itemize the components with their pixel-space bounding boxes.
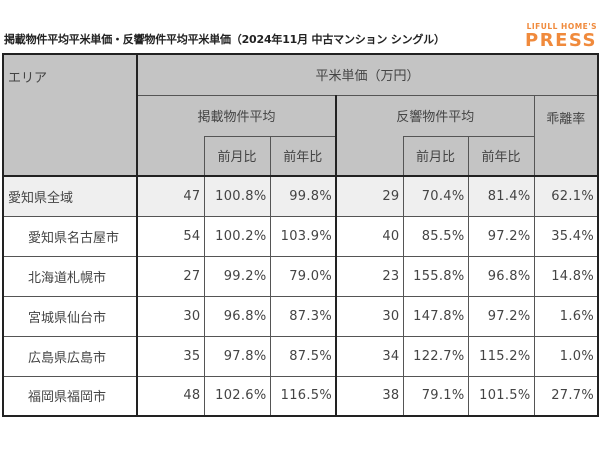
area-name: 広島県広島市: [2, 335, 138, 377]
table-row: 広島県広島市 35 97.8% 87.5% 34 122.7% 115.2% 1…: [2, 335, 600, 377]
inquiry-price: 29: [335, 175, 404, 217]
inquiry-yoy: 101.5%: [467, 375, 535, 417]
gap-rate: 62.1%: [533, 175, 600, 217]
inquiry-price: 40: [335, 215, 404, 257]
header-gap-rate: 乖離率: [533, 94, 600, 177]
inquiry-price: 23: [335, 255, 404, 297]
listed-price: 35: [136, 335, 205, 377]
listed-yoy: 99.8%: [269, 175, 337, 217]
inquiry-mom: 79.1%: [402, 375, 469, 417]
header-listed-mom: 前月比: [203, 135, 271, 177]
listed-price: 27: [136, 255, 205, 297]
gap-rate: 14.8%: [533, 255, 600, 297]
inquiry-yoy: 115.2%: [467, 335, 535, 377]
header-unit-price-group: 平米単価（万円）: [136, 53, 600, 96]
listed-yoy: 116.5%: [269, 375, 337, 417]
listed-yoy: 87.3%: [269, 295, 337, 337]
inquiry-mom: 147.8%: [402, 295, 469, 337]
header-listed-yoy: 前年比: [269, 135, 337, 177]
inquiry-price: 34: [335, 335, 404, 377]
inquiry-price: 38: [335, 375, 404, 417]
area-name: 福岡県福岡市: [2, 375, 138, 417]
logo-line1: LIFULL HOME'S: [526, 22, 597, 31]
header-area: エリア: [2, 53, 138, 177]
inquiry-yoy: 81.4%: [467, 175, 535, 217]
listed-price: 48: [136, 375, 205, 417]
listed-yoy: 103.9%: [269, 215, 337, 257]
inquiry-price: 30: [335, 295, 404, 337]
table-title: 掲載物件平均平米単価・反響物件平均平米単価（2024年11月 中古マンション シ…: [4, 33, 445, 46]
logo-line2: PRESS: [525, 29, 597, 51]
price-table: エリア 平米単価（万円） 掲載物件平均 反響物件平均 乖離率 前月比 前年比 前…: [2, 53, 600, 417]
table-row: 福岡県福岡市 48 102.6% 116.5% 38 79.1% 101.5% …: [2, 375, 600, 417]
listed-price: 54: [136, 215, 205, 257]
header-inquiry-mom: 前月比: [402, 135, 469, 177]
lifull-homes-press-logo: LIFULL HOME'S PRESS: [525, 23, 597, 50]
header-inquiry-average: 反響物件平均: [335, 94, 535, 136]
table-row: 愛知県全域 47 100.8% 99.8% 29 70.4% 81.4% 62.…: [2, 175, 600, 217]
listed-price: 47: [136, 175, 205, 217]
gap-rate: 27.7%: [533, 375, 600, 417]
inquiry-mom: 155.8%: [402, 255, 469, 297]
listed-mom: 102.6%: [203, 375, 271, 417]
gap-rate: 1.0%: [533, 335, 600, 377]
inquiry-mom: 122.7%: [402, 335, 469, 377]
header-listed-average: 掲載物件平均: [136, 94, 337, 136]
gap-rate: 35.4%: [533, 215, 600, 257]
listed-price: 30: [136, 295, 205, 337]
area-name: 愛知県全域: [2, 175, 138, 217]
listed-mom: 100.2%: [203, 215, 271, 257]
area-name: 宮城県仙台市: [2, 295, 138, 337]
listed-yoy: 87.5%: [269, 335, 337, 377]
inquiry-mom: 70.4%: [402, 175, 469, 217]
listed-mom: 96.8%: [203, 295, 271, 337]
header-inquiry-yoy: 前年比: [467, 135, 535, 177]
table-row: 宮城県仙台市 30 96.8% 87.3% 30 147.8% 97.2% 1.…: [2, 295, 600, 337]
header-inquiry-blank: [335, 136, 404, 177]
listed-mom: 99.2%: [203, 255, 271, 297]
inquiry-mom: 85.5%: [402, 215, 469, 257]
area-name: 愛知県名古屋市: [2, 215, 138, 257]
gap-rate: 1.6%: [533, 295, 600, 337]
header-listed-blank: [136, 136, 205, 177]
table-row: 愛知県名古屋市 54 100.2% 103.9% 40 85.5% 97.2% …: [2, 215, 600, 257]
table-row: 北海道札幌市 27 99.2% 79.0% 23 155.8% 96.8% 14…: [2, 255, 600, 297]
inquiry-yoy: 97.2%: [467, 295, 535, 337]
inquiry-yoy: 96.8%: [467, 255, 535, 297]
listed-yoy: 79.0%: [269, 255, 337, 297]
listed-mom: 100.8%: [203, 175, 271, 217]
area-name: 北海道札幌市: [2, 255, 138, 297]
inquiry-yoy: 97.2%: [467, 215, 535, 257]
listed-mom: 97.8%: [203, 335, 271, 377]
